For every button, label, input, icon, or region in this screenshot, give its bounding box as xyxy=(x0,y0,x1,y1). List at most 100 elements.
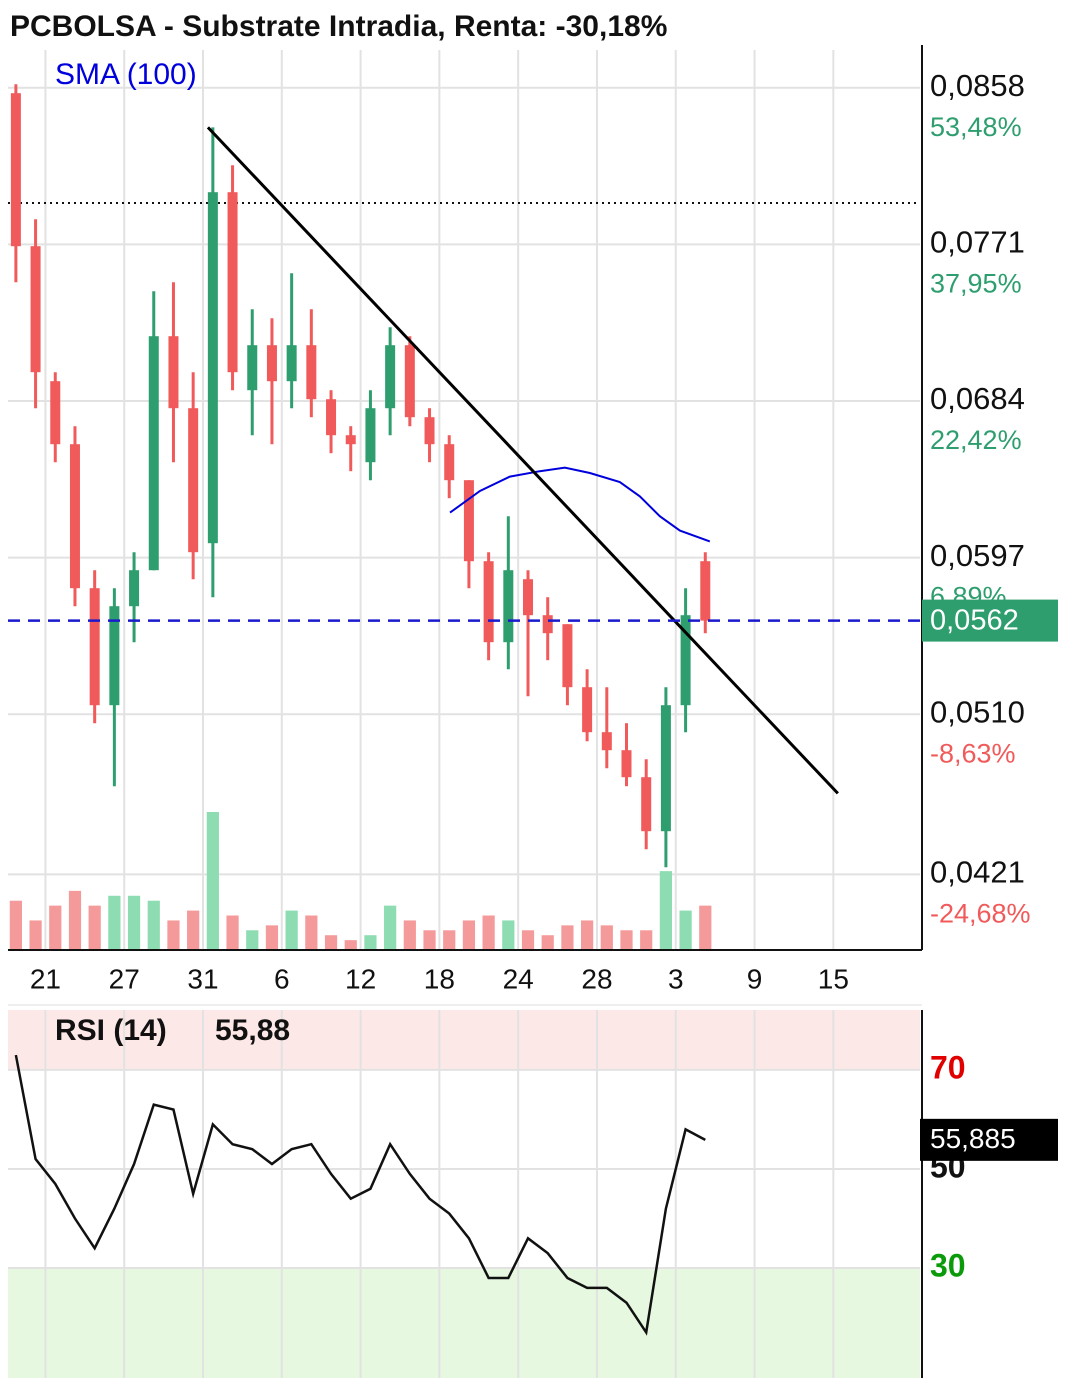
candle-body xyxy=(463,480,474,562)
trendline xyxy=(206,126,839,795)
volume-bar xyxy=(364,935,377,950)
y-tick-label: 70 xyxy=(930,1049,966,1085)
volume-bar xyxy=(226,915,239,950)
y-tick-change: 37,95% xyxy=(930,269,1022,299)
plot-layer xyxy=(8,84,922,1336)
x-tick-label: 6 xyxy=(274,963,290,994)
candle-body xyxy=(345,435,356,445)
candle-body xyxy=(660,705,671,832)
y-tick-label: 0,0510 xyxy=(930,694,1025,729)
rsi-line xyxy=(14,1054,706,1336)
volume-bar xyxy=(699,905,712,950)
candle-body xyxy=(129,570,140,607)
volume-bar xyxy=(384,905,397,950)
candle-body xyxy=(582,687,593,733)
grid-layer xyxy=(8,50,920,1378)
x-tick-label: 21 xyxy=(30,963,61,994)
y-tick-change: -24,68% xyxy=(930,899,1031,929)
candle-body xyxy=(109,606,120,706)
sma-line xyxy=(449,466,711,543)
volume-bar xyxy=(88,905,101,950)
volume-bar xyxy=(403,920,416,950)
volume-bar xyxy=(620,930,633,950)
volume-bar xyxy=(265,925,279,950)
candle-body xyxy=(89,588,100,706)
candle-body xyxy=(50,381,61,445)
volume-bar xyxy=(68,890,82,950)
y-tick-label: 0,0597 xyxy=(930,538,1025,573)
volume-bar xyxy=(147,900,160,950)
candle-body xyxy=(601,732,612,751)
volume-bar xyxy=(561,925,574,950)
candle-body xyxy=(247,345,258,391)
volume-bar xyxy=(108,895,121,950)
y-tick-change: 53,48% xyxy=(930,112,1022,142)
volume-bar xyxy=(167,920,180,950)
volume-bar xyxy=(521,930,535,950)
candle-body xyxy=(621,750,632,778)
chart-title: PCBOLSA - Substrate Intradia, Renta: -30… xyxy=(10,10,667,43)
candle-body xyxy=(207,192,218,544)
x-tick-label: 12 xyxy=(345,963,376,994)
y-tick-label: 0,0421 xyxy=(930,855,1025,890)
title-bar xyxy=(0,0,920,50)
volume-bar xyxy=(679,910,692,950)
volume-bar xyxy=(659,871,673,950)
rsi-last-label: 55,885 xyxy=(930,1123,1016,1154)
y-tick-label: 0,0771 xyxy=(930,225,1025,260)
y-tick-change: 22,42% xyxy=(930,425,1022,455)
volume-bar xyxy=(462,920,476,950)
rsi-last-box xyxy=(920,1118,1058,1161)
x-tick-label: 31 xyxy=(187,963,218,994)
oversold-zone xyxy=(8,1268,920,1378)
candle-body xyxy=(483,561,494,643)
volume-bar xyxy=(423,930,436,950)
x-tick-label: 24 xyxy=(503,963,534,994)
volume-bar xyxy=(640,930,653,950)
y-tick-change: -8,63% xyxy=(930,738,1016,768)
candle-body xyxy=(641,777,652,832)
candle-body xyxy=(562,624,573,688)
volume-bar xyxy=(502,920,515,950)
volume-bar xyxy=(127,895,141,950)
volume-bar xyxy=(206,812,219,950)
current-price-box xyxy=(922,599,1058,642)
candle-body xyxy=(680,615,691,706)
y-tick-label: 0,0684 xyxy=(930,381,1025,416)
candle-body xyxy=(168,336,179,409)
candle-body xyxy=(700,561,711,621)
candle-body xyxy=(148,336,159,571)
candle-body xyxy=(385,345,396,409)
volume-bar xyxy=(482,915,495,950)
y-tick-label: 0,0858 xyxy=(930,68,1025,103)
volume-bar xyxy=(29,920,42,950)
overbought-zone xyxy=(8,1010,920,1070)
rsi-label: RSI (14) xyxy=(55,1014,167,1047)
volume-bar xyxy=(541,935,554,950)
x-tick-label: 18 xyxy=(424,963,455,994)
volume-bar xyxy=(187,910,200,950)
x-tick-label: 9 xyxy=(747,963,763,994)
volume-bar xyxy=(9,900,22,950)
candle-body xyxy=(326,399,337,436)
candle-body xyxy=(365,408,376,463)
candle-body xyxy=(503,570,514,643)
candle-body xyxy=(523,579,534,616)
candle-body xyxy=(188,408,199,553)
candle-body xyxy=(306,345,317,400)
axis-layer xyxy=(8,45,923,1378)
volume-bar xyxy=(443,930,456,950)
volume-bar xyxy=(600,925,613,950)
volume-bar xyxy=(285,910,298,950)
candle-body xyxy=(10,93,21,247)
candle-body xyxy=(542,615,553,634)
volume-bar xyxy=(305,915,318,950)
volume-bar xyxy=(49,905,62,950)
x-tick-label: 3 xyxy=(668,963,684,994)
candle-body xyxy=(286,345,297,382)
x-tick-label: 15 xyxy=(818,963,849,994)
x-tick-label: 28 xyxy=(581,963,612,994)
candle-body xyxy=(227,192,238,373)
